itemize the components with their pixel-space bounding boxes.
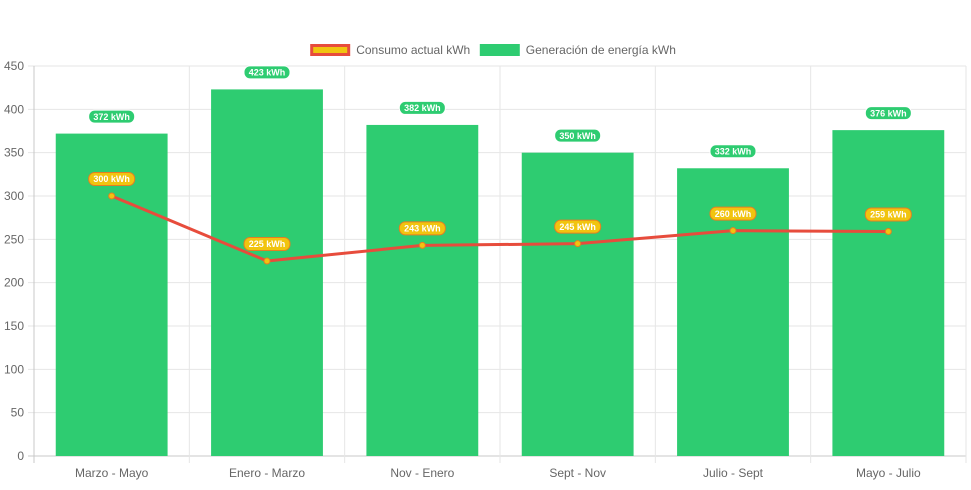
legend-swatch <box>310 44 351 56</box>
data-label-bg <box>243 237 291 251</box>
bar-data-label: 372 kWh <box>88 109 136 124</box>
line-path <box>110 194 890 263</box>
data-label-bg <box>88 172 136 186</box>
x-axis: Marzo - Mayo Enero - Marzo Nov - Enero Sept… <box>75 466 921 480</box>
legend-item: Generación de energía kWh <box>479 43 676 57</box>
data-label-text: 259 kWh <box>870 210 907 220</box>
data-label-text: 423 kWh <box>249 68 286 78</box>
data-label-text: 243 kWh <box>404 224 441 234</box>
x-tick-label: Nov - Enero <box>390 466 454 480</box>
data-labels: 372 kWh 423 kWh 382 kWh 350 kWh 332 kWh 376 k… <box>88 65 912 251</box>
grid-lines <box>28 65 967 463</box>
data-label-bg <box>709 206 757 221</box>
data-label-text: 382 kWh <box>404 103 441 113</box>
line-point <box>574 240 582 248</box>
line-point <box>108 192 116 200</box>
bar-data-label: 376 kWh <box>864 106 912 121</box>
data-label-bg <box>398 100 446 115</box>
bar-data-label: 350 kWh <box>554 128 602 143</box>
bar <box>521 152 634 456</box>
line-point <box>884 228 892 236</box>
data-label-text: 225 kWh <box>249 239 286 249</box>
y-tick-label: 200 <box>4 276 24 290</box>
y-tick-label: 100 <box>4 362 24 376</box>
y-tick-label: 150 <box>4 319 24 333</box>
line-data-label: 260 kWh <box>709 206 757 221</box>
x-tick-label: Mayo - Julio <box>856 466 921 480</box>
data-label-text: 350 kWh <box>559 131 596 141</box>
data-label-bg <box>864 106 912 121</box>
data-label-text: 260 kWh <box>715 209 752 219</box>
y-tick-label: 0 <box>17 449 24 463</box>
data-label-text: 300 kWh <box>93 174 130 184</box>
legend-label: Consumo actual kWh <box>356 43 470 57</box>
data-label-text: 245 kWh <box>559 222 596 232</box>
y-tick-label: 400 <box>4 102 24 116</box>
legend-swatch <box>479 44 520 56</box>
bar-data-label: 332 kWh <box>709 144 757 159</box>
data-label-bg <box>243 65 291 80</box>
data-label-bg <box>88 109 136 124</box>
line-data-label: 300 kWh <box>88 172 136 186</box>
line-point <box>729 227 737 235</box>
bar-data-label: 382 kWh <box>398 100 446 115</box>
y-tick-label: 450 <box>4 59 24 73</box>
line-data-label: 243 kWh <box>398 221 446 236</box>
line-data-label: 245 kWh <box>554 219 602 234</box>
line-series <box>108 192 892 265</box>
data-label-text: 376 kWh <box>870 108 907 118</box>
data-label-bg <box>398 221 446 236</box>
x-tick-label: Enero - Marzo <box>229 466 305 480</box>
legend-item: Consumo actual kWh <box>310 43 470 57</box>
bar <box>366 124 479 456</box>
x-tick-label: Marzo - Mayo <box>75 466 149 480</box>
line-point <box>263 257 271 265</box>
data-label-bg <box>554 219 602 234</box>
bar <box>832 130 945 456</box>
legend: Consumo actual kWh Generación de energía … <box>310 43 676 57</box>
y-tick-label: 300 <box>4 189 24 203</box>
legend-label: Generación de energía kWh <box>526 43 676 57</box>
data-label-bg <box>864 207 912 222</box>
x-tick-label: Sept - Nov <box>549 466 606 480</box>
y-axis: 0 50 100 150 200 250 300 350 400 450 <box>4 59 24 463</box>
data-label-bg <box>554 128 602 143</box>
line-data-label: 259 kWh <box>864 207 912 222</box>
bar-data-label: 423 kWh <box>243 65 291 80</box>
y-tick-label: 350 <box>4 146 24 160</box>
y-tick-label: 250 <box>4 232 24 246</box>
data-label-text: 332 kWh <box>715 146 752 156</box>
bar <box>211 89 323 457</box>
line-point <box>418 241 426 249</box>
data-label-bg <box>709 144 757 159</box>
bar <box>55 133 168 456</box>
data-label-text: 372 kWh <box>93 112 130 122</box>
x-tick-label: Julio - Sept <box>703 466 764 480</box>
line-data-label: 225 kWh <box>243 237 291 251</box>
y-tick-label: 50 <box>11 406 25 420</box>
